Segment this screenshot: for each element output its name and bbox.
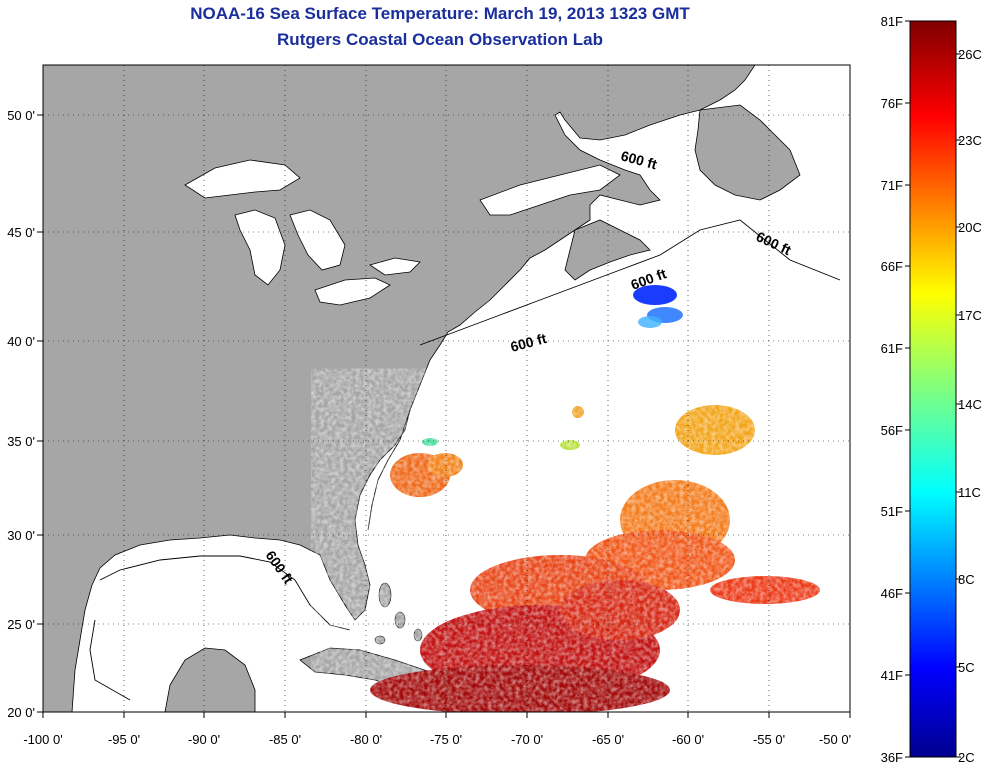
lon-label: -60 0' <box>672 732 704 747</box>
land-nova-scotia <box>564 219 651 281</box>
lon-label: -50 0' <box>819 732 851 747</box>
lon-label: -100 0' <box>23 732 62 747</box>
lon-label: -70 0' <box>511 732 543 747</box>
land-newfoundland <box>694 104 801 201</box>
colorbar-c-label: 8C <box>958 572 975 587</box>
great-lakes <box>184 159 421 306</box>
colorbar-f-label: 76F <box>881 96 903 111</box>
colorbar-celsius-labels: 26C 23C 20C 17C 14C 11C 8C 5C 2C <box>958 47 982 765</box>
lat-label: 35 0' <box>7 434 35 449</box>
lon-label: -55 0' <box>753 732 785 747</box>
colorbar-f-label: 51F <box>881 504 903 519</box>
longitude-labels: -100 0' -95 0' -90 0' -85 0' -80 0' -75 … <box>23 732 851 747</box>
colorbar-f-label: 81F <box>881 14 903 29</box>
colorbar-f-label: 66F <box>881 259 903 274</box>
colorbar-f-label: 71F <box>881 178 903 193</box>
lat-label: 40 0' <box>7 334 35 349</box>
lon-label: -80 0' <box>350 732 382 747</box>
colorbar-c-label: 26C <box>958 47 982 62</box>
colorbar-f-label: 41F <box>881 668 903 683</box>
colorbar-c-label: 23C <box>958 133 982 148</box>
lon-label: -85 0' <box>269 732 301 747</box>
colorbar-f-label: 46F <box>881 586 903 601</box>
colorbar-c-label: 11C <box>958 485 981 500</box>
colorbar-c-label: 14C <box>958 397 982 412</box>
lat-label: 25 0' <box>7 617 35 632</box>
lat-label: 30 0' <box>7 528 35 543</box>
colorbar-ticks <box>905 20 961 758</box>
colorbar-c-label: 5C <box>958 660 975 675</box>
axis-ticks <box>37 114 851 718</box>
lon-label: -65 0' <box>592 732 624 747</box>
st-lawrence-water <box>479 164 621 216</box>
lat-label: 20 0' <box>7 705 35 720</box>
colorbar-f-label: 36F <box>881 750 903 765</box>
colorbar-fahrenheit-labels: 81F 76F 71F 66F 61F 56F 51F 46F 41F 36F <box>881 14 903 765</box>
colorbar-c-label: 17C <box>958 308 982 323</box>
colorbar-f-label: 61F <box>881 341 903 356</box>
colorbar-c-label: 20C <box>958 220 982 235</box>
colorbar-f-label: 56F <box>881 423 903 438</box>
latitude-labels: 50 0' 45 0' 40 0' 35 0' 30 0' 25 0' 20 0… <box>7 108 35 720</box>
colorbar-c-label: 2C <box>958 750 975 765</box>
lat-label: 45 0' <box>7 225 35 240</box>
map-title: NOAA-16 Sea Surface Temperature: March 1… <box>190 4 690 23</box>
lon-label: -95 0' <box>108 732 140 747</box>
colorbar <box>909 20 957 758</box>
lon-label: -75 0' <box>430 732 462 747</box>
land-yucatan <box>164 647 256 712</box>
lon-label: -90 0' <box>188 732 220 747</box>
map-subtitle: Rutgers Coastal Ocean Observation Lab <box>277 30 603 49</box>
land-north-america <box>43 65 756 712</box>
sst-cold-patch <box>633 285 683 328</box>
lat-label: 50 0' <box>7 108 35 123</box>
